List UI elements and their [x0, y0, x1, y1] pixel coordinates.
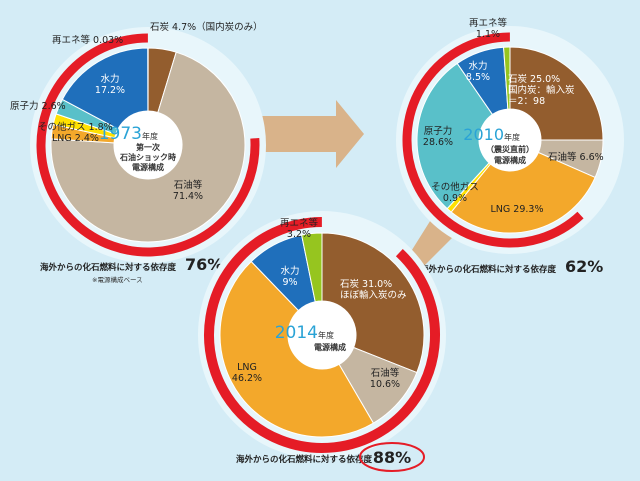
year-label: 2010年度 — [463, 125, 520, 144]
subtitle-line-2: 石油ショック時 — [119, 152, 176, 162]
dependency-value: 76% — [185, 255, 223, 274]
subtitle-line-1: 電源構成 — [314, 342, 346, 352]
subtitle-line-1: （震災直前） — [486, 144, 534, 154]
center-disc — [288, 301, 356, 369]
center-disc — [479, 109, 541, 171]
year-number: 2010 — [463, 125, 504, 144]
dependency-label: 海外からの化石燃料に対する依存度 — [236, 454, 373, 465]
dependency-value: 88% — [373, 448, 411, 467]
dependency-ring — [402, 32, 584, 248]
label-other-gas: その他ガス 0.9% — [431, 181, 479, 204]
center-disc — [114, 111, 182, 179]
label-other-gas: その他ガス 1.8% — [38, 121, 113, 133]
label-coal: 石炭 25.0%国内炭：輸入炭＝2：98 — [508, 74, 575, 107]
pie-slice-coal — [509, 46, 604, 141]
label-lng: LNG 46.2% — [232, 362, 262, 384]
pie-chart-1973: 1973年度 第一次 石油ショック時 電源構成 石炭 4.7%（国内炭のみ） 再… — [10, 21, 266, 284]
subtitle-line-3: 電源構成 — [132, 162, 164, 172]
year-label: 1973年度 — [99, 124, 158, 144]
dependency-label: 海外からの化石燃料に対する依存度 — [40, 262, 177, 273]
label-nuclear: 原子力 28.6% — [423, 125, 453, 148]
label-oil: 石油等 6.6% — [548, 151, 604, 163]
subtitle-line-2: 電源構成 — [494, 155, 526, 165]
label-hydro: 水力 17.2% — [95, 73, 125, 96]
year-suffix: 年度 — [318, 330, 334, 340]
dependency-value: 62% — [565, 257, 603, 276]
label-renewable: 再エネ等 1.1% — [469, 17, 508, 40]
label-lng: LNG 2.4% — [52, 133, 99, 144]
year-number: 2014 — [275, 323, 318, 343]
label-hydro: 水力 8.5% — [466, 60, 490, 83]
highlight-circle — [359, 442, 425, 472]
label-hydro: 水力 9% — [280, 265, 299, 288]
label-coal: 石炭 4.7%（国内炭のみ） — [150, 21, 263, 33]
dependency-label: 海外からの化石燃料に対する依存度 — [420, 264, 557, 275]
label-oil: 石油等 10.6% — [370, 367, 400, 390]
subtitle-line-1: 第一次 — [136, 142, 160, 152]
arrow-right — [262, 100, 364, 168]
label-oil: 石油等 71.4% — [173, 179, 203, 202]
footnote: ※電源構成ベース — [92, 275, 143, 284]
dependency-ring — [36, 33, 260, 257]
pie-chart-2010: 2010年度 （震災直前） 電源構成 再エネ等 1.1% 水力 8.5% 石炭 25… — [396, 17, 624, 276]
year-label: 2014年度 — [275, 323, 334, 343]
label-renewable: 再エネ等 0.03% — [52, 34, 123, 46]
dependency-line: 海外からの化石燃料に対する依存度 62% — [420, 257, 603, 276]
year-suffix: 年度 — [504, 132, 520, 142]
label-coal: 石炭 31.0%ほぼ輸入炭のみ — [340, 279, 407, 301]
dependency-line: 海外からの化石燃料に対する依存度 76% — [40, 255, 223, 274]
pie-chart-2014: 2014年度 電源構成 再エネ等 3.2% 水力 9% 石炭 31.0%ほぼ輸入炭の… — [198, 211, 446, 472]
label-renewable: 再エネ等 3.2% — [280, 217, 319, 240]
year-suffix: 年度 — [142, 131, 158, 141]
dependency-ring — [204, 217, 440, 453]
label-lng: LNG 29.3% — [491, 204, 544, 215]
year-number: 1973 — [99, 124, 142, 144]
label-nuclear: 原子力 2.6% — [10, 100, 66, 112]
